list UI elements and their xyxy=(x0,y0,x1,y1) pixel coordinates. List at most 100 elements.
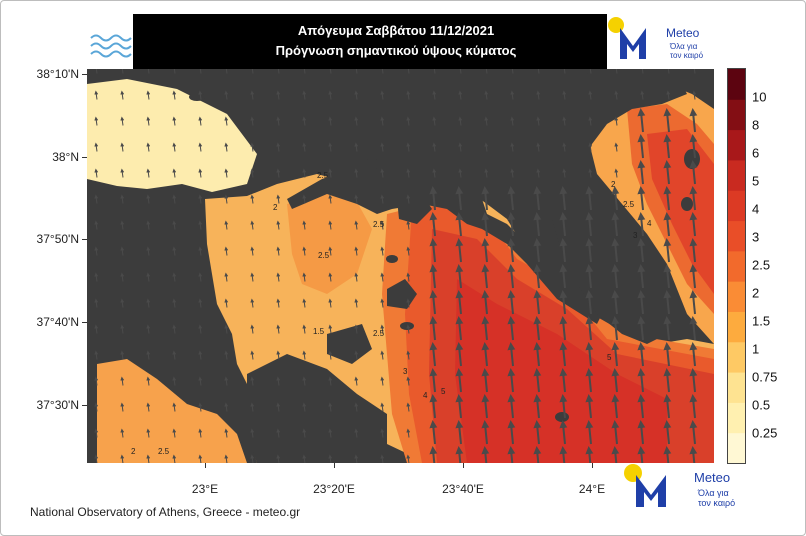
wave-direction-arrow xyxy=(455,420,464,445)
contour-label: 4 xyxy=(423,391,428,400)
wave-direction-arrow xyxy=(328,428,333,438)
wave-direction-arrow xyxy=(302,194,307,204)
wave-direction-arrow xyxy=(198,350,203,360)
colorbar-label: 0.75 xyxy=(752,369,778,385)
land-methana xyxy=(327,324,372,364)
wave-direction-arrow xyxy=(276,298,281,308)
wave-direction-arrow xyxy=(224,324,229,334)
wave-direction-arrow xyxy=(276,272,281,282)
wave-direction-arrow xyxy=(637,290,646,315)
islet xyxy=(386,255,398,263)
footer-tagline-2: τον καιρό xyxy=(698,498,736,508)
contour-label: 2 xyxy=(273,203,278,212)
wave-direction-arrow xyxy=(689,160,698,185)
contour-label: 2.5 xyxy=(318,251,330,260)
wave-direction-arrow xyxy=(328,246,333,256)
wave-direction-arrow xyxy=(429,368,438,393)
wave-direction-arrow xyxy=(198,220,203,230)
wave-direction-arrow xyxy=(640,90,645,100)
wave-direction-arrow xyxy=(328,298,333,308)
wave-direction-arrow xyxy=(611,342,620,367)
colorbar-swatch xyxy=(728,311,745,343)
wave-direction-arrow xyxy=(146,220,151,230)
wave-direction-arrow xyxy=(663,394,672,419)
wave-direction-arrow xyxy=(276,168,281,178)
wave-direction-arrow xyxy=(637,446,646,463)
wave-direction-arrow xyxy=(562,90,567,100)
wave-direction-arrow xyxy=(94,402,99,412)
lon-tick xyxy=(334,463,335,468)
wave-direction-arrow xyxy=(250,142,255,152)
wave-direction-arrow xyxy=(585,342,594,367)
wave-direction-arrow xyxy=(172,142,177,152)
wave-direction-arrow xyxy=(302,142,307,152)
wave-direction-arrow xyxy=(507,368,516,393)
wave-direction-arrow xyxy=(172,168,177,178)
wave-direction-arrow xyxy=(588,116,593,126)
wave-direction-arrow xyxy=(455,290,464,315)
wave-direction-arrow xyxy=(302,454,307,463)
wave-direction-arrow xyxy=(689,290,698,315)
wave-direction-arrow xyxy=(663,446,672,463)
longitude-label: 23°20'E xyxy=(313,482,355,496)
lat-tick xyxy=(82,239,87,240)
wave-direction-arrow xyxy=(663,238,672,263)
wave-direction-arrow xyxy=(198,194,203,204)
sea-southwest xyxy=(97,359,247,463)
colorbar-swatch xyxy=(728,432,745,463)
wave-direction-arrow xyxy=(559,290,568,315)
wave-direction-arrow xyxy=(146,428,151,438)
wave-direction-arrow xyxy=(455,342,464,367)
wave-direction-arrow xyxy=(481,290,490,315)
wave-direction-arrow xyxy=(406,324,411,334)
wave-direction-arrow xyxy=(510,168,515,178)
wave-direction-arrow xyxy=(611,290,620,315)
wave-direction-arrow xyxy=(432,90,437,100)
wave-direction-arrow xyxy=(172,116,177,126)
wave-direction-arrow xyxy=(276,194,281,204)
wave-direction-arrow xyxy=(406,194,411,204)
wave-direction-arrow xyxy=(380,402,385,412)
colorbar-label: 10 xyxy=(752,89,767,105)
wave-direction-arrow xyxy=(276,220,281,230)
wave-direction-arrow xyxy=(302,168,307,178)
wave-direction-arrow xyxy=(328,90,333,100)
wave-direction-arrow xyxy=(585,186,594,211)
land-southwest-peninsula xyxy=(247,354,387,463)
title-banner xyxy=(87,14,714,69)
wave-direction-arrow xyxy=(585,394,594,419)
contour-label: 2 xyxy=(611,180,616,189)
credit-text: National Observatory of Athens, Greece -… xyxy=(30,505,301,519)
contour-label: 2.5 xyxy=(317,171,329,180)
wave-direction-arrow xyxy=(484,142,489,152)
wave-direction-arrow xyxy=(354,90,359,100)
wave-direction-arrow xyxy=(250,402,255,412)
wave-direction-arrow xyxy=(146,454,151,463)
wave-direction-arrow xyxy=(302,428,307,438)
lat-tick xyxy=(82,322,87,323)
wave-direction-arrow xyxy=(224,402,229,412)
wave-direction-arrow xyxy=(354,194,359,204)
wave-direction-arrow xyxy=(507,394,516,419)
land-central xyxy=(552,174,667,344)
wave-direction-arrow xyxy=(198,246,203,256)
wave-direction-arrow xyxy=(380,428,385,438)
colorbar-label: 6 xyxy=(752,145,760,161)
wave-direction-arrow xyxy=(484,90,489,100)
wave-direction-arrow xyxy=(507,264,516,289)
wave-direction-arrow xyxy=(172,90,177,100)
wave-direction-arrow xyxy=(380,194,385,204)
wave-direction-arrow xyxy=(94,324,99,334)
wave-direction-arrow xyxy=(533,446,542,463)
wave-direction-arrow xyxy=(559,342,568,367)
wave-direction-arrow xyxy=(429,446,438,463)
islet xyxy=(555,412,569,422)
wave-direction-arrow xyxy=(172,246,177,256)
wave-direction-arrow xyxy=(663,134,672,159)
wave-direction-arrow xyxy=(689,134,698,159)
contour-label: 3 xyxy=(633,231,638,240)
wave-direction-arrow xyxy=(559,212,568,237)
wave-direction-arrow xyxy=(224,454,229,463)
wave-direction-arrow xyxy=(614,90,619,100)
lat-tick xyxy=(82,74,87,75)
